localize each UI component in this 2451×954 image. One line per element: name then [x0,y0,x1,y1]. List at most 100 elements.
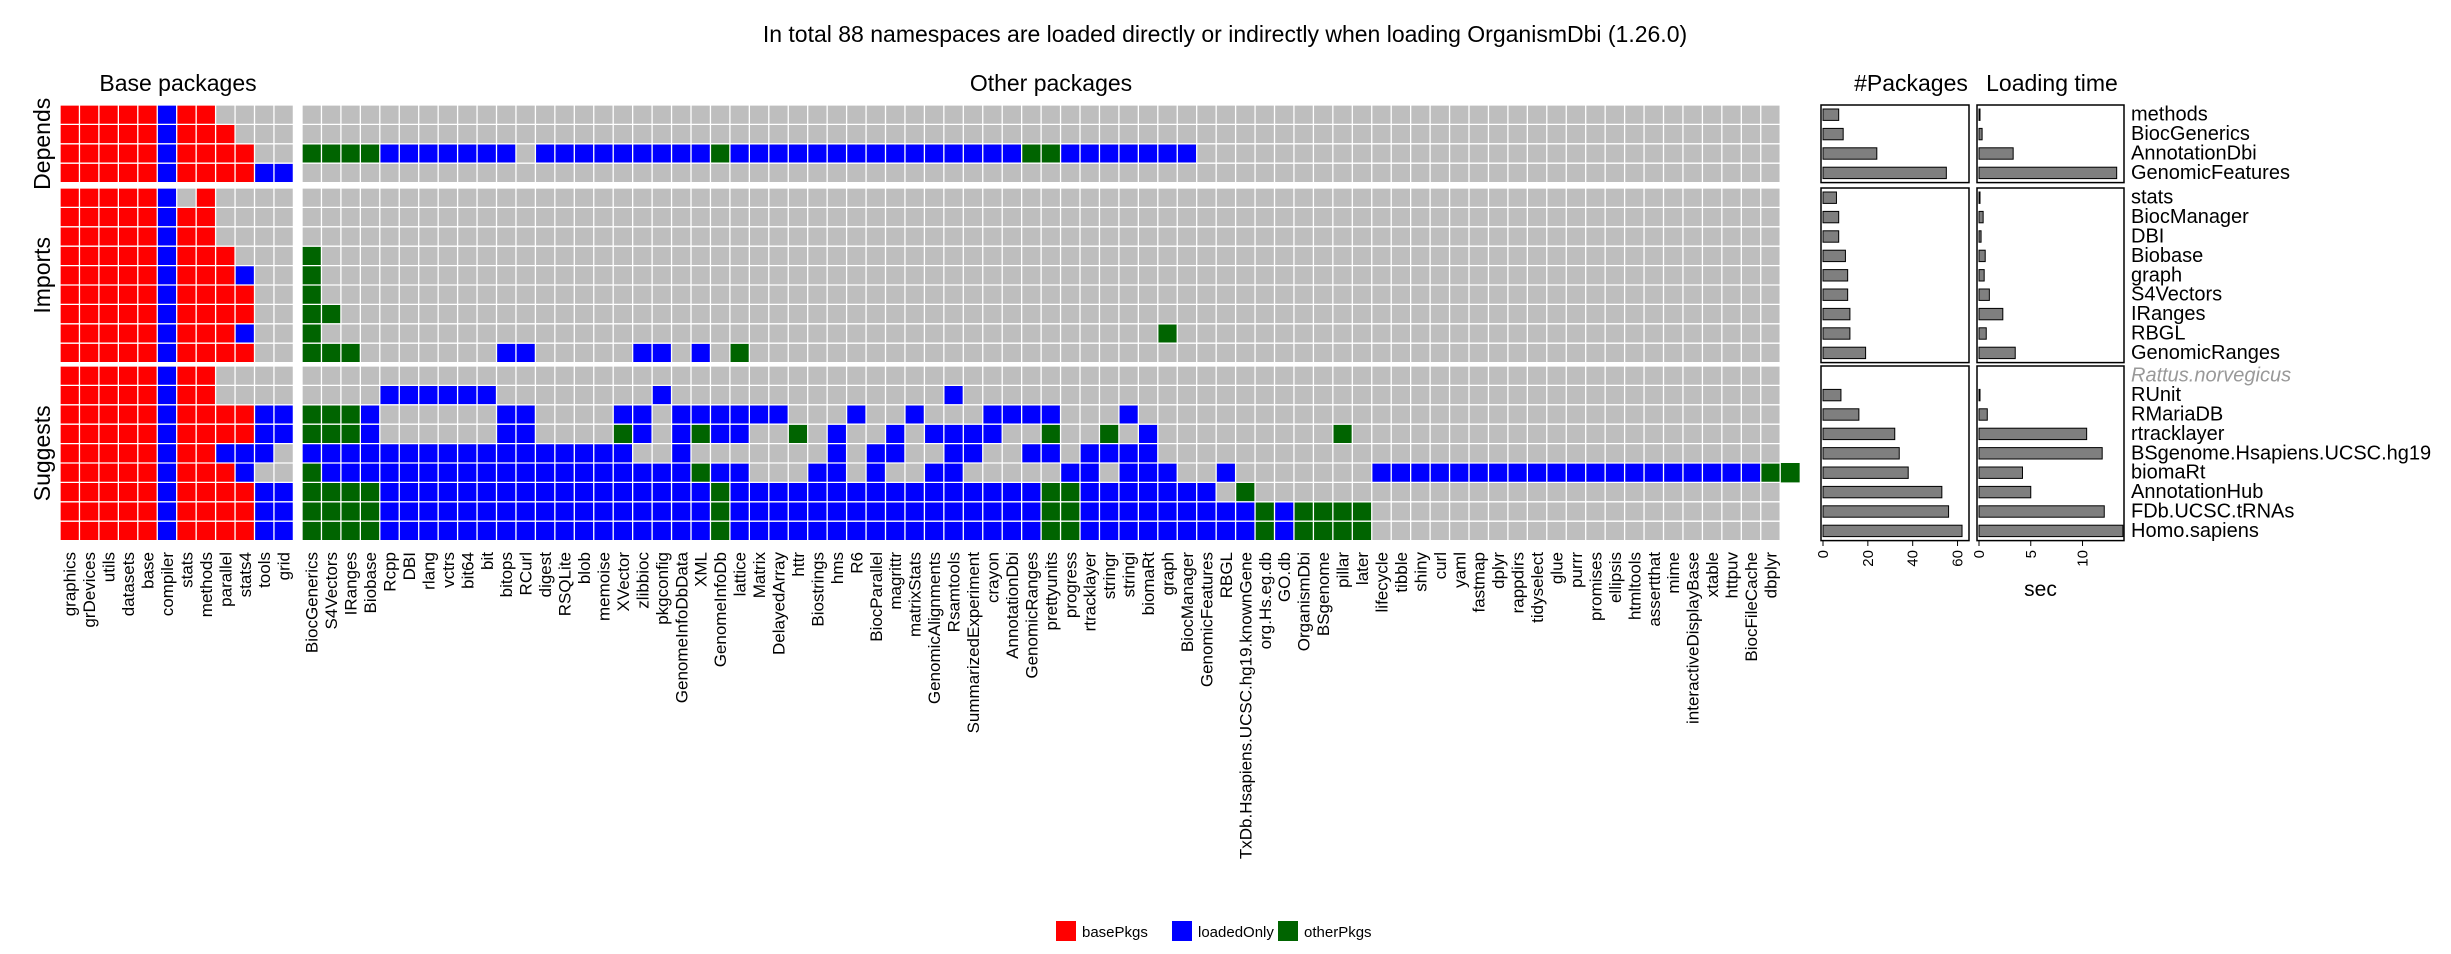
loading-bar [1978,466,2023,479]
column-label: AnnotationDbi [1003,552,1022,659]
tile [196,385,216,405]
loading-bar [1978,524,2124,538]
tile [1177,482,1197,502]
axis-tick-label: 5 [2023,550,2040,558]
tile [535,463,555,483]
tile [691,343,711,363]
tile [885,424,905,444]
tile [235,404,255,425]
row-label: GenomicRanges [2131,342,2280,364]
loading-bar [1978,147,2014,160]
tile [593,501,614,522]
tile [1702,463,1722,483]
loading-bar [1978,505,2105,518]
packages-bar [1822,427,1896,441]
column-label: digest [536,552,555,598]
tile [1449,463,1469,483]
loading-bar [1978,447,2103,460]
tile [340,404,361,425]
tile [1177,521,1197,541]
tile [254,163,274,183]
tile [982,501,1003,522]
tile [807,463,828,483]
tile [1255,501,1275,522]
tile [827,482,847,502]
tile [477,482,497,502]
tile [1021,482,1042,502]
tile [399,443,419,463]
tile [273,501,294,522]
column-label: stringr [1100,552,1119,600]
tile [866,143,886,164]
tile [379,385,400,405]
row-label: AnnotationHub [2131,481,2263,503]
tile [215,521,236,541]
tile [157,226,177,247]
tile [118,463,138,483]
tile [98,207,119,227]
tile [554,463,575,483]
tile [477,501,497,522]
tile [321,143,341,164]
column-label: S4Vectors [322,552,341,630]
tile [273,404,294,425]
tile [943,482,964,502]
tile [235,304,255,324]
tile [137,343,158,363]
column-label: org.Hs.eg.db [1256,552,1275,649]
tile [963,482,983,502]
tile [652,343,672,363]
tile [1274,521,1294,541]
tile [340,424,361,444]
tile [98,304,119,324]
column-label: Biostrings [808,552,827,627]
tile [1216,521,1236,541]
tile [1080,482,1100,502]
tile [1041,424,1061,444]
tile [1080,443,1100,463]
tile [60,265,80,285]
tile [60,501,80,522]
tile [254,501,274,522]
tile [157,207,177,227]
tile [360,443,380,463]
packages-bar [1822,166,1947,180]
tile [749,482,769,502]
tile [215,501,236,522]
tile [613,521,633,541]
tile [749,501,769,522]
tile [157,304,177,324]
tile [137,143,158,164]
tile [118,285,138,305]
tile [691,521,711,541]
tile [438,463,458,483]
tile [691,482,711,502]
tile [157,482,177,502]
tile [176,207,197,227]
tile [710,463,730,483]
column-label: assertthat [1645,552,1664,627]
tile [632,463,653,483]
tile [1041,501,1061,522]
tile [1293,501,1314,522]
tile [79,285,99,305]
tile [1080,143,1100,164]
tile [79,424,99,444]
tile [321,343,341,363]
tile [1235,521,1256,541]
tile [457,443,478,463]
tile [788,143,808,164]
packages-bar [1822,230,1840,243]
column-label: RCurl [517,552,536,595]
tile [593,482,614,502]
tile [137,207,158,227]
tile [215,443,236,463]
tile [196,226,216,247]
tile [418,385,439,405]
tile [196,304,216,324]
tile [215,124,236,144]
column-label: pillar [1334,552,1353,588]
tile [379,521,400,541]
tile [340,521,361,541]
tile [321,443,341,463]
